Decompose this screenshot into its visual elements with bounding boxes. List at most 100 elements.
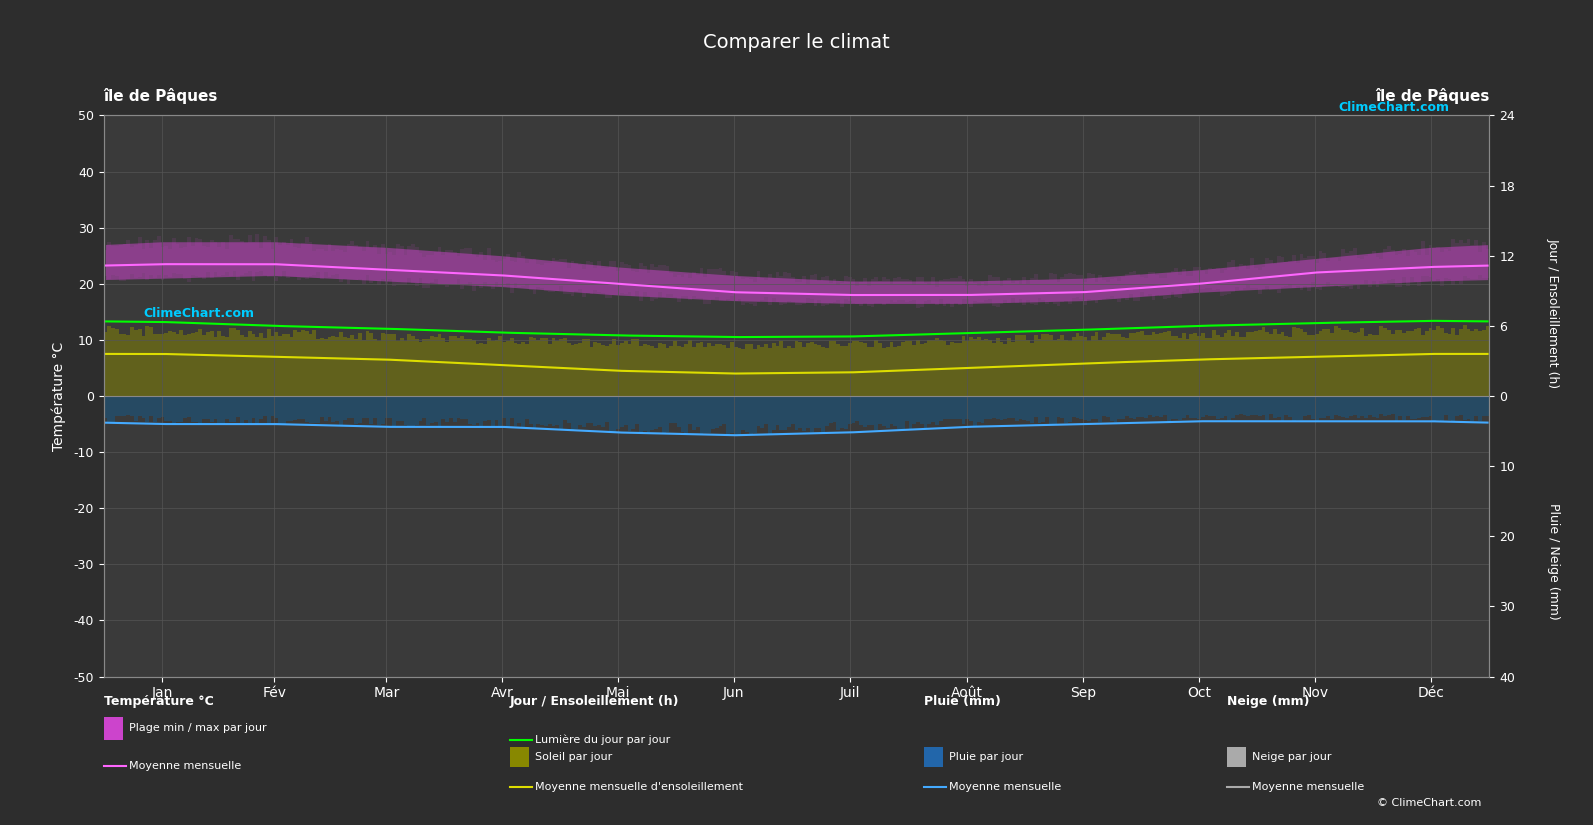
Bar — [1352, 333, 1357, 396]
Bar — [886, 279, 889, 303]
Bar — [244, 337, 249, 396]
Bar — [902, 396, 905, 430]
Bar — [1289, 262, 1292, 284]
Bar — [433, 252, 438, 279]
Bar — [365, 331, 370, 396]
Bar — [1300, 396, 1303, 420]
Bar — [601, 396, 605, 427]
Bar — [543, 396, 548, 426]
Bar — [647, 273, 650, 296]
Bar — [119, 396, 123, 416]
Bar — [1045, 280, 1050, 304]
Bar — [699, 396, 704, 434]
Bar — [1163, 332, 1166, 396]
Bar — [1212, 330, 1215, 396]
Bar — [279, 244, 282, 277]
Bar — [776, 272, 779, 302]
Bar — [551, 396, 556, 426]
Bar — [875, 340, 878, 396]
Bar — [779, 276, 784, 305]
Bar — [1262, 396, 1265, 415]
Bar — [863, 343, 867, 396]
Bar — [669, 273, 674, 295]
Bar — [362, 396, 365, 418]
Bar — [1102, 337, 1106, 396]
Bar — [894, 396, 897, 427]
Bar — [589, 262, 593, 294]
Bar — [1114, 334, 1117, 396]
Bar — [194, 238, 199, 276]
Bar — [680, 347, 685, 396]
Text: île de Pâques: île de Pâques — [1375, 88, 1489, 104]
Bar — [883, 396, 886, 426]
Bar — [218, 396, 221, 423]
Bar — [427, 396, 430, 425]
Bar — [191, 396, 194, 422]
Bar — [969, 396, 973, 421]
Bar — [194, 396, 199, 422]
Bar — [734, 272, 738, 301]
Bar — [674, 341, 677, 396]
Bar — [186, 396, 191, 417]
Bar — [1031, 278, 1034, 304]
Bar — [957, 343, 962, 396]
Bar — [1330, 333, 1333, 396]
Bar — [1067, 396, 1072, 422]
Bar — [236, 396, 241, 417]
Bar — [342, 337, 347, 396]
Bar — [1026, 396, 1031, 421]
Bar — [446, 342, 449, 396]
Bar — [809, 275, 814, 299]
Bar — [1383, 249, 1388, 284]
Bar — [593, 342, 597, 396]
Bar — [347, 396, 350, 418]
Bar — [814, 396, 817, 428]
Bar — [252, 334, 255, 396]
Bar — [244, 243, 249, 273]
Bar — [548, 396, 551, 424]
Bar — [820, 346, 825, 396]
Bar — [957, 396, 962, 419]
Bar — [513, 396, 518, 427]
Bar — [977, 285, 981, 303]
Bar — [1254, 396, 1258, 415]
Bar — [704, 276, 707, 304]
Bar — [1080, 336, 1083, 396]
Bar — [1440, 252, 1443, 286]
Text: Moyenne mensuelle: Moyenne mensuelle — [1252, 782, 1364, 792]
Bar — [1023, 277, 1026, 304]
Bar — [285, 245, 290, 278]
Bar — [1201, 271, 1204, 289]
Bar — [1273, 329, 1278, 396]
Bar — [628, 345, 631, 396]
Bar — [973, 396, 977, 426]
Bar — [370, 333, 373, 396]
Bar — [814, 344, 817, 396]
Bar — [806, 343, 809, 396]
Bar — [1251, 332, 1254, 396]
Bar — [620, 343, 624, 396]
Bar — [199, 329, 202, 396]
Bar — [954, 396, 957, 419]
Bar — [1064, 396, 1067, 422]
Bar — [145, 326, 150, 396]
Bar — [749, 396, 753, 434]
Text: Jour / Ensoleillement (h): Jour / Ensoleillement (h) — [510, 695, 679, 709]
Bar — [609, 396, 612, 431]
Bar — [710, 269, 715, 299]
Bar — [1141, 396, 1144, 417]
Bar — [760, 396, 765, 428]
Bar — [347, 337, 350, 396]
Bar — [1467, 329, 1470, 396]
Bar — [491, 260, 495, 289]
Bar — [631, 339, 636, 396]
Bar — [1179, 396, 1182, 420]
Bar — [457, 256, 460, 280]
Bar — [962, 280, 965, 299]
Bar — [150, 328, 153, 396]
Bar — [1418, 255, 1421, 285]
Bar — [312, 396, 315, 423]
Bar — [521, 342, 526, 396]
Bar — [1402, 333, 1407, 396]
Bar — [1133, 396, 1136, 419]
